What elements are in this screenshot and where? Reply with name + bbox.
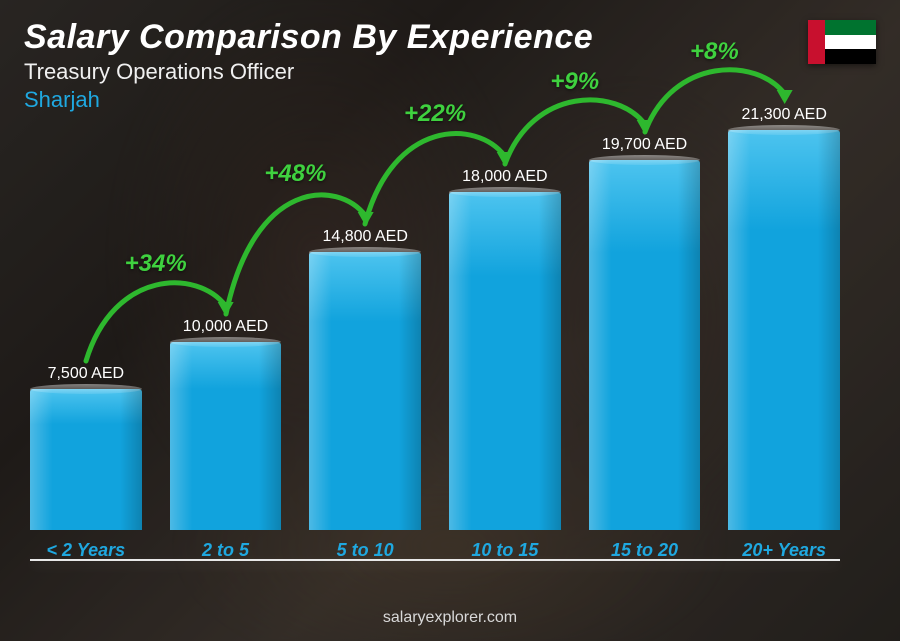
chart-title: Salary Comparison By Experience: [24, 18, 876, 57]
bar-group: 14,800 AED 5 to 10: [309, 228, 421, 561]
pct-change-badge: +48%: [264, 160, 326, 188]
bar-shading: [30, 389, 142, 530]
bar: [449, 192, 561, 530]
bar-group: 18,000 AED 10 to 15: [449, 168, 561, 561]
bar-category-label: 20+ Years: [742, 540, 826, 561]
bar-shading: [170, 342, 282, 530]
bar-value-label: 18,000 AED: [462, 168, 547, 186]
bar-group: 19,700 AED 15 to 20: [589, 136, 701, 561]
bar-category-label: < 2 Years: [47, 540, 126, 561]
chart-subtitle: Treasury Operations Officer: [24, 59, 876, 85]
bar-value-label: 10,000 AED: [183, 318, 268, 336]
bar-category-label: 10 to 15: [471, 540, 538, 561]
header: Salary Comparison By Experience Treasury…: [24, 18, 876, 113]
bar-shading: [309, 252, 421, 530]
bar-category-label: 5 to 10: [337, 540, 394, 561]
flag-stripe-green: [825, 20, 876, 35]
bar-category-label: 15 to 20: [611, 540, 678, 561]
bar: [589, 160, 701, 530]
bar-shading: [449, 192, 561, 530]
footer-attribution: salaryexplorer.com: [0, 609, 900, 627]
bar-group: 21,300 AED 20+ Years: [728, 106, 840, 561]
bar: [170, 342, 282, 530]
bar: [728, 130, 840, 530]
bar-shading: [589, 160, 701, 530]
bar-value-label: 14,800 AED: [322, 228, 407, 246]
pct-change-badge: +8%: [690, 38, 739, 66]
country-flag-uae: [808, 20, 876, 64]
bar-value-label: 21,300 AED: [741, 106, 826, 124]
flag-stripe-white: [825, 35, 876, 50]
bar: [30, 389, 142, 530]
bar-value-label: 19,700 AED: [602, 136, 687, 154]
bar-group: 10,000 AED 2 to 5: [170, 318, 282, 561]
chart-baseline: [30, 559, 840, 561]
bar-shading: [728, 130, 840, 530]
flag-stripe-black: [825, 49, 876, 64]
bar-value-label: 7,500 AED: [48, 365, 125, 383]
bar-group: 7,500 AED < 2 Years: [30, 365, 142, 561]
pct-change-badge: +22%: [404, 100, 466, 128]
pct-change-badge: +9%: [550, 68, 599, 96]
bar-category-label: 2 to 5: [202, 540, 249, 561]
flag-stripe-red: [808, 20, 825, 64]
pct-change-badge: +34%: [125, 250, 187, 278]
bar: [309, 252, 421, 530]
chart-area: 7,500 AED < 2 Years 10,000 AED 2 to 5 14,800…: [30, 140, 840, 561]
